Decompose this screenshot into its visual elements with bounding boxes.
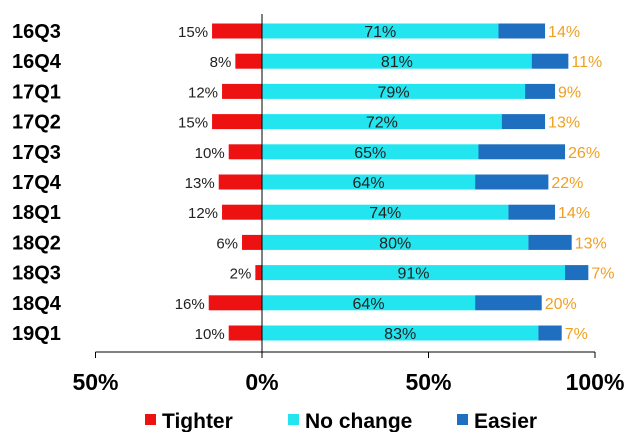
bar-tighter-18q4 bbox=[208, 295, 262, 311]
x-axis: 50% 0% 50% 100% bbox=[72, 14, 624, 395]
bar-tighter-17q3 bbox=[228, 144, 262, 160]
bar-easier-17q2 bbox=[501, 114, 546, 130]
category-label-17q2: 17Q2 bbox=[12, 112, 61, 134]
bar-no-change-17q1 bbox=[262, 83, 526, 99]
bar-easier-18q2 bbox=[528, 234, 572, 250]
x-tick-label: 0% bbox=[245, 369, 278, 395]
x-tick-label: 50% bbox=[405, 369, 451, 395]
label-no-change-16q4: 81% bbox=[381, 54, 413, 71]
legend-swatch-easier bbox=[457, 414, 468, 425]
label-tighter-17q4: 13% bbox=[185, 175, 215, 192]
label-tighter-16q4: 8% bbox=[210, 54, 232, 71]
bars-layer bbox=[208, 23, 589, 341]
bar-easier-18q4 bbox=[475, 295, 542, 311]
bar-easier-19q1 bbox=[538, 325, 562, 341]
legend-label-easier: Easier bbox=[474, 410, 537, 432]
label-easier-17q3: 26% bbox=[568, 145, 600, 162]
bar-no-change-17q2 bbox=[262, 114, 502, 130]
legend-label-tighter: Tighter bbox=[162, 410, 233, 432]
category-label-17q3: 17Q3 bbox=[12, 142, 61, 164]
category-label-16q4: 16Q4 bbox=[12, 51, 62, 73]
legend-label-no-change: No change bbox=[305, 410, 412, 432]
bar-no-change-18q4 bbox=[262, 295, 476, 311]
bar-no-change-16q4 bbox=[262, 53, 532, 69]
label-easier-16q4: 11% bbox=[571, 54, 602, 71]
label-no-change-17q1: 79% bbox=[378, 84, 410, 101]
legend-swatch-tighter bbox=[145, 414, 156, 425]
label-tighter-19q1: 10% bbox=[195, 326, 225, 343]
bar-tighter-17q2 bbox=[212, 114, 262, 130]
category-label-18q4: 18Q4 bbox=[12, 293, 62, 315]
label-easier-18q4: 20% bbox=[545, 296, 577, 313]
label-tighter-18q1: 12% bbox=[188, 205, 218, 222]
bar-easier-17q1 bbox=[525, 83, 556, 99]
x-tick-label: 50% bbox=[72, 369, 118, 395]
category-label-18q3: 18Q3 bbox=[12, 263, 61, 285]
label-no-change-17q3: 65% bbox=[354, 145, 386, 162]
bar-no-change-16q3 bbox=[262, 23, 499, 39]
label-no-change-19q1: 83% bbox=[384, 326, 416, 343]
label-easier-17q4: 22% bbox=[551, 175, 583, 192]
bar-easier-16q3 bbox=[498, 23, 546, 39]
bar-tighter-16q4 bbox=[235, 53, 262, 69]
label-easier-19q1: 7% bbox=[565, 326, 588, 343]
value-labels: 15% 71% 14% 8% 81% 11% 12% 79% 9% 15% 72% 13% 10% 65%… bbox=[175, 24, 615, 343]
bar-easier-17q3 bbox=[478, 144, 566, 160]
label-tighter-18q2: 6% bbox=[216, 235, 238, 252]
label-no-change-18q1: 74% bbox=[369, 205, 401, 222]
label-tighter-17q3: 10% bbox=[195, 145, 225, 162]
legend-swatch-no-change bbox=[288, 414, 299, 425]
label-easier-17q1: 9% bbox=[558, 84, 581, 101]
bar-easier-18q3 bbox=[565, 265, 589, 281]
bar-tighter-19q1 bbox=[228, 325, 262, 341]
category-labels: 16Q3 16Q4 17Q1 17Q2 17Q3 17Q4 18Q1 18Q2 18Q3 18Q4… bbox=[12, 21, 62, 345]
bar-tighter-17q4 bbox=[218, 174, 262, 190]
label-no-change-16q3: 71% bbox=[364, 24, 396, 41]
bar-easier-16q4 bbox=[531, 53, 569, 69]
label-easier-17q2: 13% bbox=[548, 115, 580, 132]
label-no-change-18q2: 80% bbox=[379, 235, 411, 252]
legend: Tighter No change Easier bbox=[145, 410, 537, 432]
bar-no-change-17q3 bbox=[262, 144, 479, 160]
bar-no-change-19q1 bbox=[262, 325, 539, 341]
bar-easier-17q4 bbox=[475, 174, 549, 190]
bar-no-change-18q2 bbox=[262, 234, 529, 250]
label-easier-18q2: 13% bbox=[575, 235, 607, 252]
label-tighter-17q1: 12% bbox=[188, 84, 218, 101]
category-label-16q3: 16Q3 bbox=[12, 21, 61, 43]
bar-no-change-17q4 bbox=[262, 174, 476, 190]
x-tick-label: 100% bbox=[566, 369, 625, 395]
bar-tighter-16q3 bbox=[212, 23, 262, 39]
bar-tighter-18q3 bbox=[255, 265, 262, 281]
label-tighter-18q4: 16% bbox=[175, 296, 205, 313]
label-tighter-17q2: 15% bbox=[178, 115, 208, 132]
label-no-change-17q4: 64% bbox=[353, 175, 385, 192]
category-label-18q2: 18Q2 bbox=[12, 232, 61, 254]
category-label-17q4: 17Q4 bbox=[12, 172, 62, 194]
category-label-18q1: 18Q1 bbox=[12, 202, 61, 224]
label-easier-18q1: 14% bbox=[558, 205, 590, 222]
bar-no-change-18q3 bbox=[262, 265, 566, 281]
bar-tighter-17q1 bbox=[222, 83, 262, 99]
bar-tighter-18q1 bbox=[222, 204, 262, 220]
category-label-17q1: 17Q1 bbox=[12, 81, 61, 103]
label-easier-16q3: 14% bbox=[548, 24, 580, 41]
label-no-change-18q4: 64% bbox=[353, 296, 385, 313]
label-easier-18q3: 7% bbox=[591, 266, 614, 283]
bar-easier-18q1 bbox=[508, 204, 556, 220]
label-no-change-18q3: 91% bbox=[397, 266, 429, 283]
label-no-change-17q2: 72% bbox=[366, 115, 398, 132]
category-label-19q1: 19Q1 bbox=[12, 323, 61, 345]
bar-tighter-18q2 bbox=[242, 234, 262, 250]
label-tighter-18q3: 2% bbox=[230, 266, 252, 283]
bar-no-change-18q1 bbox=[262, 204, 509, 220]
label-tighter-16q3: 15% bbox=[178, 24, 208, 41]
